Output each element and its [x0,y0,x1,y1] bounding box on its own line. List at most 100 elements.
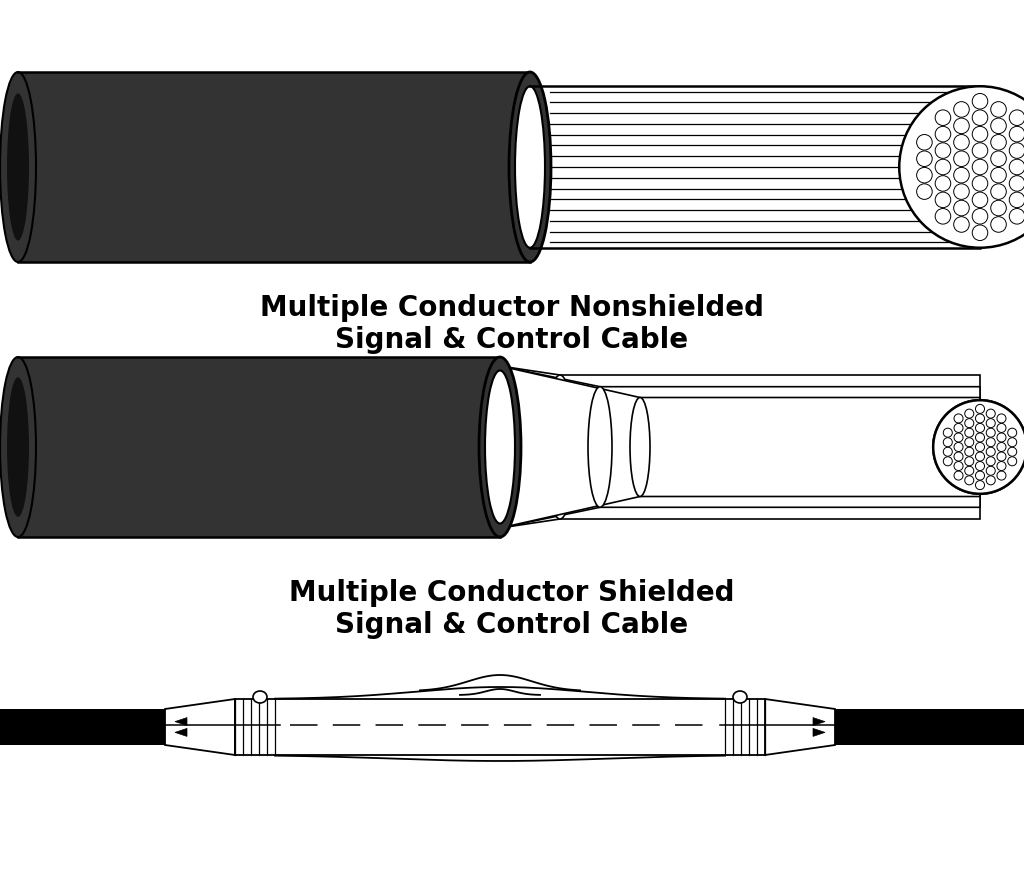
Circle shape [972,193,988,209]
Circle shape [997,424,1006,433]
Circle shape [1010,210,1024,225]
Circle shape [965,410,974,418]
Circle shape [972,225,988,241]
Circle shape [986,429,995,438]
Circle shape [997,433,1006,443]
Circle shape [997,443,1006,452]
Circle shape [976,415,984,424]
Circle shape [954,453,963,461]
Circle shape [953,135,970,151]
Circle shape [916,152,932,168]
Polygon shape [813,717,825,726]
Circle shape [976,453,984,461]
Circle shape [1008,457,1017,467]
Circle shape [997,443,1006,452]
Circle shape [1008,438,1017,447]
Circle shape [943,448,952,457]
Circle shape [1010,193,1024,209]
Circle shape [935,127,950,143]
Circle shape [997,472,1006,481]
Circle shape [954,462,963,471]
Circle shape [965,448,974,457]
Circle shape [997,453,1006,461]
Circle shape [976,433,984,443]
Ellipse shape [733,691,746,703]
Circle shape [972,210,988,225]
Circle shape [972,111,988,126]
Circle shape [935,210,950,225]
Circle shape [965,476,974,485]
Polygon shape [18,73,530,263]
Circle shape [943,438,952,447]
Circle shape [991,119,1007,134]
Circle shape [954,472,963,481]
Polygon shape [765,699,835,755]
Polygon shape [500,367,980,529]
Circle shape [986,438,995,447]
Polygon shape [175,729,187,737]
Ellipse shape [479,358,521,538]
Circle shape [986,438,995,447]
Circle shape [916,135,932,151]
Polygon shape [175,717,187,726]
Polygon shape [835,709,1024,745]
Circle shape [976,481,984,490]
Text: Multiple Conductor Nonshielded: Multiple Conductor Nonshielded [260,294,764,322]
Circle shape [976,443,984,452]
Circle shape [1010,127,1024,143]
Circle shape [986,410,995,418]
Circle shape [986,419,995,428]
Circle shape [965,419,974,428]
Circle shape [986,448,995,457]
Circle shape [997,433,1006,443]
Polygon shape [530,87,980,248]
Circle shape [986,476,995,485]
Circle shape [991,184,1007,200]
Polygon shape [0,709,165,745]
Circle shape [976,405,984,414]
Circle shape [997,415,1006,424]
Circle shape [965,467,974,475]
Ellipse shape [1016,709,1024,745]
Circle shape [953,103,970,118]
Circle shape [976,453,984,461]
Ellipse shape [546,375,574,519]
Circle shape [972,144,988,159]
Circle shape [954,472,963,481]
Circle shape [953,152,970,168]
Polygon shape [234,699,765,755]
Circle shape [986,410,995,418]
Circle shape [986,429,995,438]
Circle shape [986,448,995,457]
Circle shape [916,168,932,184]
Circle shape [976,415,984,424]
Circle shape [943,429,952,438]
Circle shape [953,168,970,184]
Ellipse shape [7,378,29,517]
Circle shape [1008,438,1017,447]
Circle shape [954,453,963,461]
Circle shape [953,119,970,134]
Circle shape [953,201,970,217]
Circle shape [953,217,970,233]
Circle shape [976,472,984,481]
Circle shape [976,481,984,490]
Circle shape [1008,457,1017,467]
Circle shape [1008,429,1017,438]
Circle shape [954,443,963,452]
Circle shape [954,424,963,433]
Polygon shape [18,358,500,538]
Circle shape [991,135,1007,151]
Ellipse shape [7,94,29,241]
Circle shape [976,424,984,433]
Circle shape [1008,429,1017,438]
Circle shape [1010,111,1024,126]
Circle shape [965,410,974,418]
Circle shape [997,453,1006,461]
Circle shape [954,433,963,443]
Circle shape [997,462,1006,471]
Circle shape [943,448,952,457]
Circle shape [935,176,950,192]
Ellipse shape [630,398,650,497]
Text: Multiple Conductor Shielded: Multiple Conductor Shielded [289,578,735,606]
